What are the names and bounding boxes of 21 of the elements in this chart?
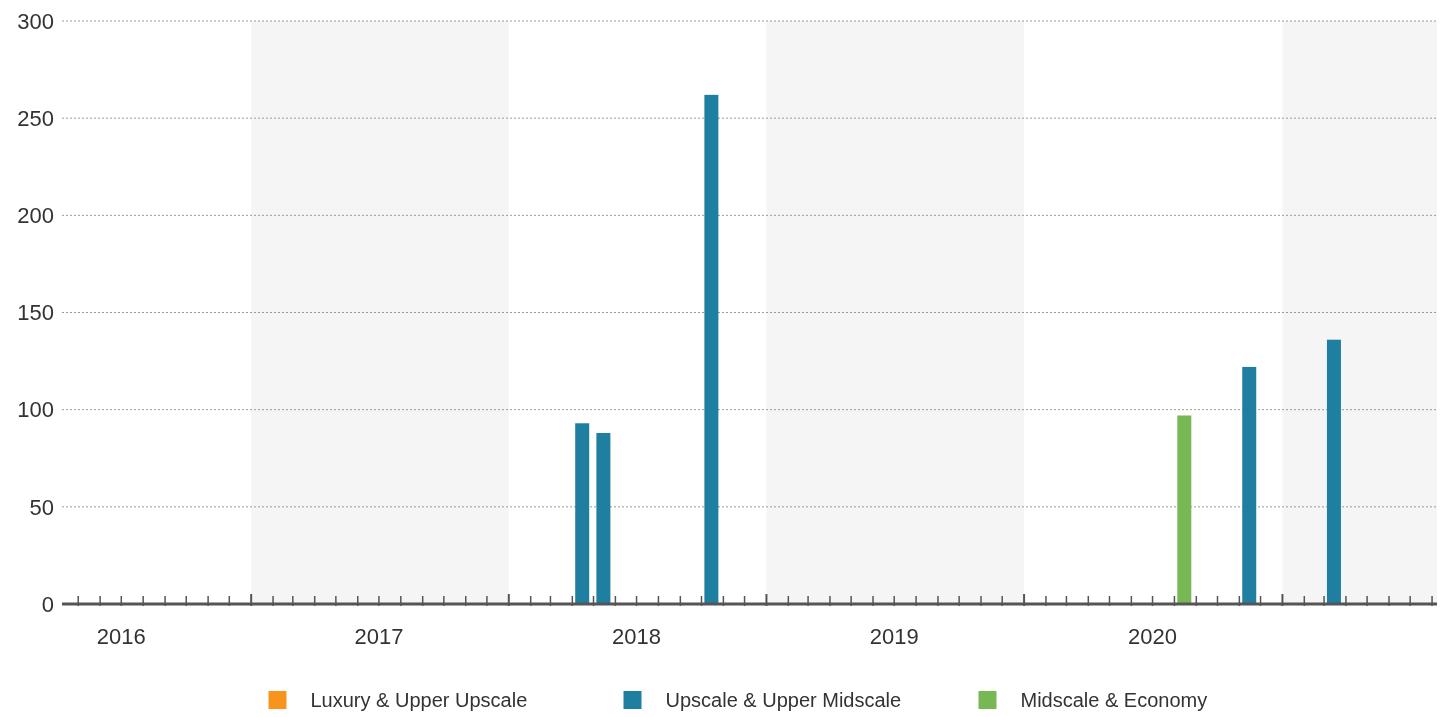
- x-tick-label: 2017: [354, 624, 404, 649]
- bar: [1326, 339, 1341, 604]
- bar: [704, 94, 719, 604]
- legend-label: Upscale & Upper Midscale: [665, 689, 902, 711]
- bar: [575, 423, 590, 604]
- y-tick-label: 150: [17, 300, 54, 326]
- legend-label: Luxury & Upper Upscale: [310, 689, 528, 711]
- x-tick-label: 2016: [96, 624, 146, 649]
- y-tick-label: 300: [17, 8, 54, 34]
- y-tick-label: 100: [17, 397, 54, 423]
- y-tick-label: 200: [17, 203, 54, 229]
- bar: [1242, 366, 1257, 604]
- y-tick-label: 0: [41, 591, 54, 617]
- bar: [1177, 415, 1192, 604]
- x-tick-label: 2019: [869, 624, 919, 649]
- x-tick-label: 2018: [612, 624, 662, 649]
- x-tick-label: 2020: [1128, 624, 1178, 649]
- legend-label: Midscale & Economy: [1020, 689, 1208, 711]
- y-tick-label: 250: [17, 105, 54, 131]
- y-tick-label: 50: [29, 494, 54, 520]
- bar: [596, 432, 611, 604]
